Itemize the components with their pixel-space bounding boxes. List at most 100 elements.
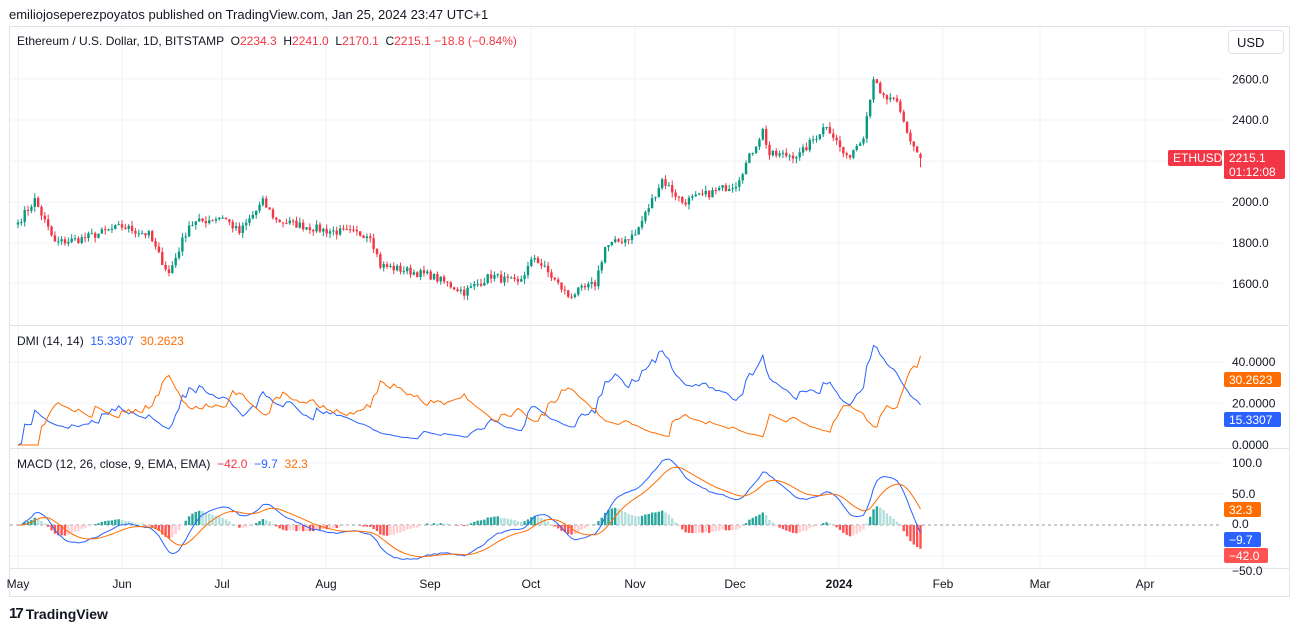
macd-histogram-bar: [734, 525, 738, 530]
candle-body: [862, 138, 865, 144]
macd-histogram-bar: [513, 520, 516, 525]
candle-body: [157, 246, 161, 253]
signal-tag: [1224, 502, 1261, 517]
candle-body: [248, 218, 251, 223]
candle-body: [305, 227, 308, 230]
minus-di-line: [18, 355, 921, 446]
macd-histogram-bar: [177, 525, 181, 531]
candle-body: [838, 140, 842, 148]
candle-body: [332, 230, 335, 232]
candle-body: [627, 239, 630, 241]
candle-body: [640, 220, 644, 228]
candle-body: [335, 230, 338, 235]
candle-body: [110, 228, 114, 230]
macd-histogram-bar: [214, 515, 218, 525]
minus-di-tag-text: 30.2623: [1229, 373, 1273, 387]
symbol-title: Ethereum / U.S. Dollar, 1D, BITSTAMP: [17, 34, 224, 48]
macd-histogram-bar: [67, 525, 70, 535]
time-axis-label: 2024: [826, 577, 853, 591]
candle-body: [778, 153, 781, 156]
macd-histogram-bar: [446, 523, 449, 525]
time-axis-label: Sep: [419, 577, 441, 591]
macd-histogram-bar: [60, 525, 63, 536]
macd-histogram-bar: [553, 525, 556, 527]
candle-body: [764, 128, 768, 145]
candle-body: [174, 257, 177, 266]
macd-histogram-bar: [801, 525, 805, 532]
macd-histogram-bar: [744, 523, 748, 525]
candle-body: [882, 93, 885, 96]
macd-histogram-bar: [600, 517, 603, 525]
macd-histogram-bar: [295, 525, 298, 532]
candle-body: [556, 279, 560, 283]
macd-histogram-bar: [570, 525, 573, 535]
candle-body: [87, 233, 90, 239]
candle-body: [234, 226, 238, 229]
macd-histogram-bar: [432, 523, 436, 525]
candle-body: [97, 233, 100, 238]
candle-body: [707, 190, 711, 198]
macd-histogram-bar: [342, 525, 345, 526]
candle-body: [657, 188, 661, 198]
candle-body: [23, 210, 26, 223]
candle-body: [684, 202, 687, 205]
candle-body: [865, 116, 869, 139]
candle-body: [701, 193, 704, 195]
candle-body: [261, 198, 265, 205]
macd-histogram-bar: [892, 518, 895, 525]
tradingview-logo[interactable]: 17 TradingView: [9, 605, 108, 622]
candle-body: [187, 225, 191, 237]
candle-body: [342, 228, 345, 230]
candle-body: [90, 233, 94, 235]
candle-body: [650, 198, 654, 209]
candle-body: [852, 149, 855, 158]
candle-body: [452, 287, 456, 290]
currency-button[interactable]: USD: [1228, 30, 1284, 54]
dmi-title: DMI (14, 14): [17, 334, 84, 348]
time-axis-label: Aug: [315, 577, 336, 591]
candle-body: [359, 231, 362, 236]
candle-body: [442, 276, 446, 282]
macd-histogram-bar: [265, 519, 268, 525]
macd-histogram-bar: [50, 525, 53, 531]
candle-body: [402, 271, 406, 273]
macd-histogram-bar: [328, 525, 332, 529]
macd-histogram-bar: [63, 525, 67, 536]
macd-histogram-bar: [436, 523, 439, 525]
macd-histogram-bar: [691, 525, 694, 534]
candle-body: [697, 193, 701, 195]
macd-histogram-bar: [43, 523, 47, 525]
candle-body: [479, 283, 483, 286]
candle-body: [798, 152, 801, 158]
candle-body: [416, 272, 419, 277]
macd-histogram-bar: [855, 525, 858, 534]
macd-histogram-bar: [674, 522, 677, 525]
macd-histogram-bar: [758, 514, 761, 525]
macd-histogram-bar: [771, 522, 775, 525]
macd-histogram-bar: [523, 521, 526, 525]
macd-histogram-bar: [905, 525, 909, 537]
candle-body: [832, 133, 835, 138]
plus-di-tag-text: 15.3307: [1229, 413, 1273, 427]
symbol-price-tag-text: ETHUSD: [1173, 151, 1223, 165]
candle-body: [30, 206, 33, 211]
candle-body: [496, 274, 499, 276]
candle-body: [506, 276, 510, 278]
macd-histogram-bar: [778, 525, 781, 528]
candle-body: [399, 265, 402, 272]
macd-histogram-bar: [798, 525, 801, 533]
macd-histogram-bar: [372, 525, 375, 530]
macd-histogram-bar: [580, 525, 583, 530]
candle-body: [221, 217, 224, 219]
candle-body: [691, 196, 694, 198]
macd-histogram-bar: [359, 525, 362, 526]
macd-histogram-bar: [127, 520, 130, 525]
macd-histogram-bar: [33, 517, 36, 525]
candle-body: [563, 289, 567, 291]
macd-histogram-bar: [389, 525, 392, 536]
candle-body: [785, 152, 788, 156]
candle-body: [811, 139, 815, 141]
macd-histogram-bar: [533, 515, 536, 525]
macd-histogram-bar: [174, 525, 177, 534]
